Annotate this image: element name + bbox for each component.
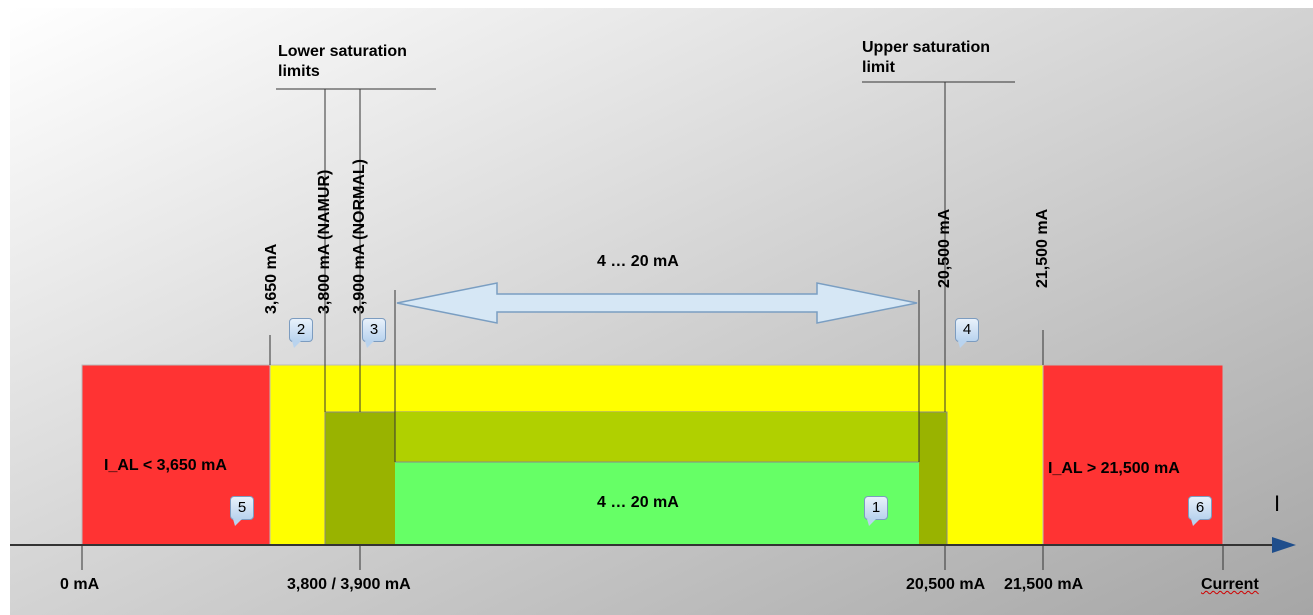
upper-saturation-line1: Upper saturation (862, 39, 991, 56)
alarm-high-label: I_AL > 21,500 mA (1048, 460, 1180, 477)
label-3900-normal: 3,900 mA (NORMAL) (351, 159, 368, 314)
upper-saturation-line2: limit (862, 59, 895, 76)
label-3800-namur: 3,800 mA (NAMUR) (316, 169, 333, 314)
normal-band-lime (395, 412, 919, 462)
alarm-low-label: I_AL < 3,650 mA (104, 457, 227, 474)
tick-label-21500: 21,500 mA (1004, 576, 1084, 593)
lower-saturation-line1: Lower saturation (278, 43, 407, 60)
label-21500: 21,500 mA (1034, 208, 1051, 288)
normal-range-label: 4 … 20 mA (597, 494, 679, 511)
range-arrow-label: 4 … 20 mA (597, 253, 679, 270)
callout-5: 5 (230, 496, 254, 526)
tick-label-3800-3900: 3,800 / 3,900 mA (287, 576, 411, 593)
lower-saturation-line2: limits (278, 63, 320, 80)
tick-label-0: 0 mA (60, 576, 100, 593)
label-20500: 20,500 mA (936, 208, 953, 288)
tick-label-current: Current (1201, 576, 1259, 593)
axis-arrowhead (1272, 537, 1296, 553)
callout-4: 4 (955, 318, 979, 348)
lower-saturation-header: Lower saturation limits (278, 42, 407, 82)
label-3650: 3,650 mA (263, 243, 280, 314)
tick-label-20500: 20,500 mA (906, 576, 986, 593)
axis-symbol: I (1274, 491, 1281, 516)
callout-6: 6 (1188, 496, 1212, 526)
callout-1: 1 (864, 496, 888, 526)
range-double-arrow (396, 282, 918, 324)
callout-3: 3 (362, 318, 386, 348)
callout-2: 2 (289, 318, 313, 348)
upper-saturation-header: Upper saturation limit (862, 38, 990, 78)
normal-range-band (395, 462, 919, 545)
